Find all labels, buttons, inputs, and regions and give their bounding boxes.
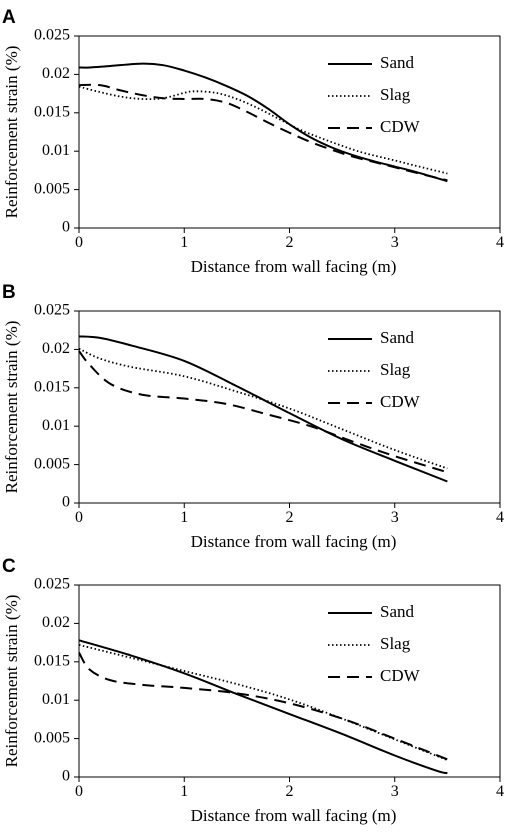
- panel-label: A: [2, 7, 16, 28]
- legend-label-slag: Slag: [380, 634, 411, 653]
- x-tick-label: 4: [496, 509, 504, 526]
- series-line-sand: [78, 335, 448, 483]
- series-line-sand: [78, 639, 448, 775]
- y-tick-label: 0.02: [42, 614, 70, 631]
- x-tick-label: 1: [180, 234, 188, 251]
- x-tick-label: 3: [391, 783, 399, 800]
- y-tick-label: 0.02: [42, 340, 70, 357]
- legend-label-sand: Sand: [380, 602, 415, 621]
- y-tick-label: 0.015: [34, 652, 70, 669]
- x-tick-label: 2: [286, 234, 294, 251]
- x-tick-label: 3: [391, 234, 399, 251]
- y-axis-title: Reinforcement strain (%): [2, 595, 21, 768]
- legend-label-cdw: CDW: [380, 666, 421, 685]
- series-line-cdw: [78, 652, 448, 761]
- x-tick-label: 0: [75, 234, 83, 251]
- chart-panel-b: B 0 0.005 0.01 0.015 0.02 0.025 0 1 2 3 4 Distance f…: [2, 282, 504, 551]
- x-tick-label: 0: [75, 783, 83, 800]
- series-line-cdw: [78, 350, 448, 474]
- x-tick-label: 1: [180, 509, 188, 526]
- y-tick-label: 0.025: [34, 576, 70, 593]
- y-tick-label: 0: [62, 494, 70, 511]
- panel-label: C: [2, 556, 16, 577]
- plot-area-frame: [78, 310, 501, 504]
- y-tick-label: 0.015: [34, 378, 70, 395]
- y-tick-label: 0: [62, 768, 70, 785]
- y-tick-label: 0.005: [34, 455, 70, 472]
- y-tick-label: 0.01: [42, 142, 70, 159]
- y-tick-label: 0.005: [34, 729, 70, 746]
- y-tick-label: 0.02: [42, 65, 70, 82]
- x-axis-title: Distance from wall facing (m): [191, 257, 397, 276]
- x-axis-title: Distance from wall facing (m): [191, 806, 397, 825]
- x-tick-label: 4: [496, 783, 504, 800]
- chart-panel-c: C 0 0.005 0.01 0.015 0.02 0.025 0 1 2 3 4 Distance f…: [2, 556, 504, 825]
- x-axis-title: Distance from wall facing (m): [191, 532, 397, 551]
- legend-label-cdw: CDW: [380, 392, 421, 411]
- x-tick-label: 0: [75, 509, 83, 526]
- y-tick-label: 0.025: [34, 302, 70, 319]
- legend-label-slag: Slag: [380, 85, 411, 104]
- legend-label-slag: Slag: [380, 360, 411, 379]
- panel-label: B: [2, 282, 16, 303]
- x-tick-label: 2: [286, 509, 294, 526]
- y-tick-label: 0.01: [42, 691, 70, 708]
- y-axis-title: Reinforcement strain (%): [2, 321, 21, 494]
- x-tick-label: 3: [391, 509, 399, 526]
- series-line-slag: [78, 85, 448, 175]
- legend-label-sand: Sand: [380, 328, 415, 347]
- series-line-cdw: [78, 83, 448, 182]
- series-line-slag: [78, 347, 448, 470]
- y-tick-label: 0.005: [34, 180, 70, 197]
- chart-panel-a: A 0 0.005 0.01 0.015 0.02 0.025 0 1 2 3 4 Distance f…: [2, 7, 504, 276]
- y-tick-label: 0.015: [34, 103, 70, 120]
- y-tick-label: 0: [62, 219, 70, 236]
- legend-label-sand: Sand: [380, 53, 415, 72]
- y-tick-label: 0.01: [42, 417, 70, 434]
- series-line-slag: [78, 644, 448, 761]
- legend-label-cdw: CDW: [380, 117, 421, 136]
- y-tick-label: 0.025: [34, 27, 70, 44]
- plot-area-frame: [78, 584, 501, 778]
- x-tick-label: 2: [286, 783, 294, 800]
- y-axis-title: Reinforcement strain (%): [2, 46, 21, 219]
- x-tick-label: 4: [496, 234, 504, 251]
- x-tick-label: 1: [180, 783, 188, 800]
